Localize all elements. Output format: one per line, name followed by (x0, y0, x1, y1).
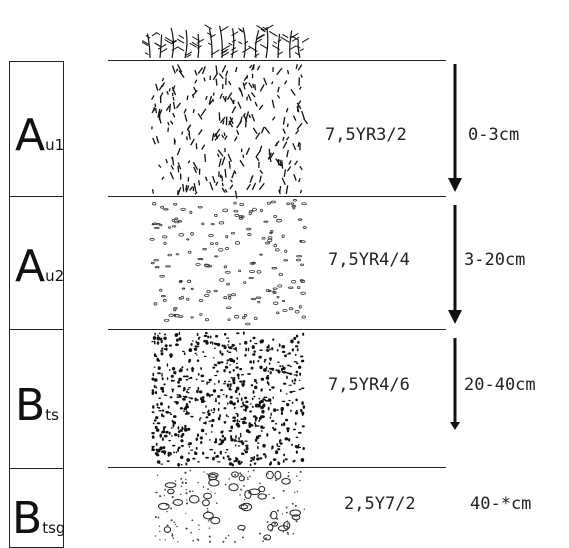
texture-au2 (150, 199, 306, 324)
depth-range-bts: 20-40cm (464, 375, 536, 395)
texture-au1 (152, 64, 308, 198)
munsell-color-au2: 7,5YR4/4 (328, 250, 410, 270)
depth-arrow-1 (448, 64, 462, 192)
munsell-color-au1: 7,5YR3/2 (325, 125, 407, 145)
vegetation-icon (142, 25, 309, 58)
munsell-color-btsg: 2,5Y7/2 (344, 494, 416, 514)
depth-arrow-3 (450, 338, 460, 430)
depth-range-btsg: 40-*cm (470, 494, 531, 514)
depth-range-au1: 0-3cm (468, 125, 519, 145)
texture-btsg (155, 470, 305, 543)
texture-bts (151, 331, 305, 466)
munsell-color-bts: 7,5YR4/6 (328, 375, 410, 395)
depth-arrow-2 (448, 205, 462, 324)
depth-range-au2: 3-20cm (464, 250, 525, 270)
